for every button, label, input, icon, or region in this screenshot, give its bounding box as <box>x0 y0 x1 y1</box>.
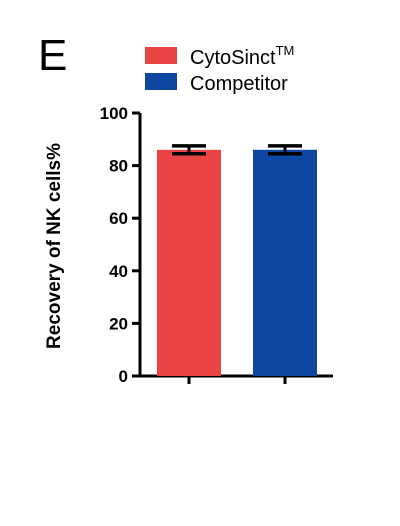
bar-1 <box>253 149 317 376</box>
legend: CytoSinctTM Competitor <box>145 43 294 95</box>
y-tick-label: 0 <box>119 367 128 386</box>
plot-area: 0 20 40 60 80 100 <box>100 104 333 386</box>
legend-swatch-cytosinct <box>145 47 177 64</box>
legend-label-competitor: Competitor <box>190 73 288 95</box>
y-tick-label: 20 <box>109 314 128 333</box>
legend-swatch-competitor <box>145 73 177 90</box>
legend-label-cytosinct: CytoSinctTM <box>190 43 294 69</box>
y-tick-label: 60 <box>109 209 128 228</box>
panel-label: E <box>38 31 67 80</box>
y-axis-title: Recovery of NK cells% <box>44 143 65 349</box>
y-tick-label: 40 <box>109 262 128 281</box>
y-tick-label: 80 <box>109 157 128 176</box>
bar-0 <box>157 149 221 376</box>
y-tick-label: 100 <box>100 104 128 123</box>
